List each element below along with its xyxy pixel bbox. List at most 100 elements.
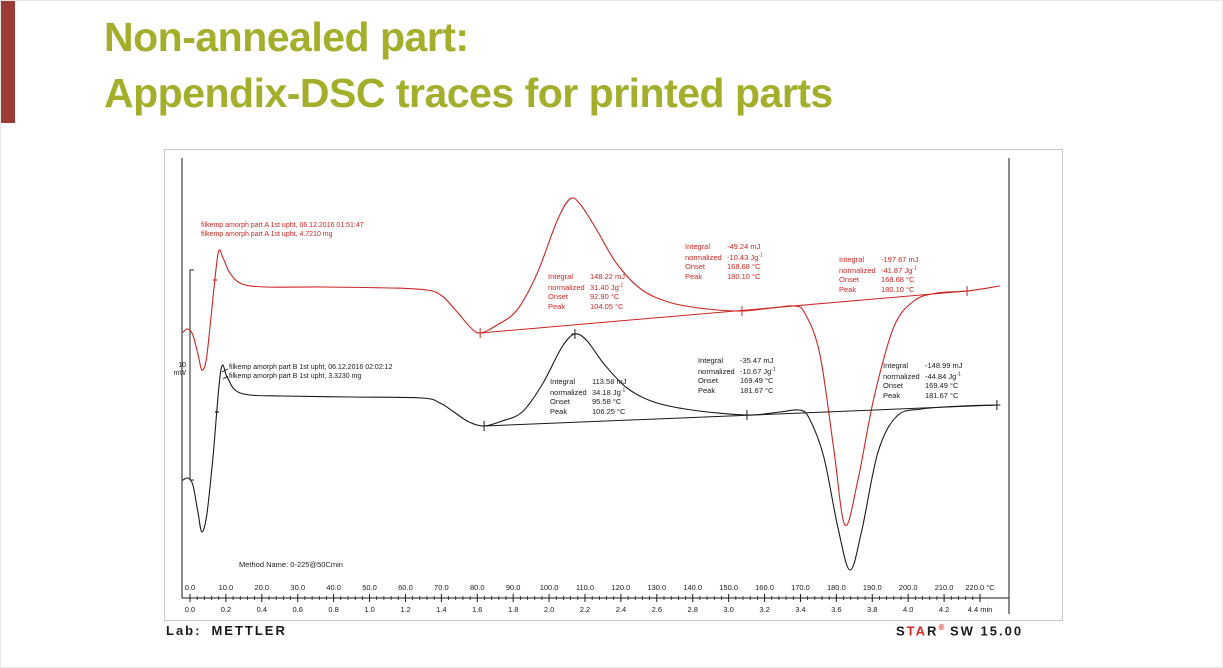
result-row: Onset 168.68 °C <box>839 275 915 285</box>
temperature-tick-label: 180.0 <box>827 583 846 592</box>
time-tick-label: 0.0 <box>185 605 195 614</box>
software-reg-mark: ® <box>938 623 945 632</box>
time-tick-label: 3.4 <box>795 605 805 614</box>
sample-label-part-B: filkemp amorph part B 1st upht, 06.12.20… <box>229 364 393 380</box>
label-leader-line-part-B <box>221 368 229 373</box>
result-row: normalized -10.67 Jg-1 <box>698 366 776 376</box>
temperature-tick-label: 110.0 <box>576 583 594 592</box>
temperature-tick-label: 50.0 <box>362 583 377 592</box>
time-tick-label: 3.6 <box>831 605 841 614</box>
software-star-r: R <box>927 623 939 639</box>
temperature-tick-label: 160.0 <box>755 583 774 592</box>
temperature-tick-label: 30.0 <box>290 583 305 592</box>
temperature-tick-label: 60.0 <box>398 583 413 592</box>
result-row: Peak 180.10 °C <box>685 271 761 281</box>
temperature-tick-label: 70.0 <box>434 583 449 592</box>
result-row: normalized 31.40 Jg-1 <box>548 282 624 292</box>
time-tick-label: 4.2 <box>939 605 949 614</box>
temperature-tick-label: 210.0 <box>935 583 954 592</box>
software-star-ta: TA <box>906 623 928 639</box>
time-tick-label: 4.0 <box>903 605 913 614</box>
time-tick-label: 2.6 <box>652 605 662 614</box>
time-tick-label: 0.8 <box>328 605 338 614</box>
time-tick-label: 2.0 <box>544 605 554 614</box>
result-row: Onset 169.49 °C <box>698 376 774 386</box>
result-row: Peak 181.67 °C <box>698 385 774 395</box>
integration-baseline-part-A <box>480 290 968 334</box>
result-block-part-A-1: Integral 148.22 mJ normalized 31.40 Jg-1 Ons… <box>548 272 625 311</box>
time-tick-label: 3.0 <box>723 605 733 614</box>
temperature-tick-label: 90.0 <box>506 583 521 592</box>
result-row: Peak 180.10 °C <box>839 284 915 294</box>
time-tick-label: 2.2 <box>580 605 590 614</box>
footer-software: STAR® SW 15.00 <box>896 623 1023 638</box>
time-tick-label: 1.4 <box>436 605 446 614</box>
label-leader-line-part-B <box>222 375 229 380</box>
result-row: Onset 95.58 °C <box>550 397 622 407</box>
temperature-tick-label: 10.0 <box>219 583 234 592</box>
result-row: Integral -148.99 mJ <box>883 361 963 370</box>
result-row: Onset 169.49 °C <box>883 381 959 391</box>
temperature-tick-label: 170.0 <box>791 583 810 592</box>
time-tick-label: 1.8 <box>508 605 518 614</box>
time-tick-label: 3.8 <box>867 605 877 614</box>
y-scale-bracket <box>189 269 194 481</box>
result-row: normalized -44.84 Jg-1 <box>883 371 961 381</box>
result-row: Onset 92.90 °C <box>548 292 620 302</box>
temperature-tick-label: 130.0 <box>647 583 666 592</box>
temperature-tick-label: 100.0 <box>540 583 559 592</box>
result-row: Peak 181.67 °C <box>883 390 959 400</box>
chart-footer: Lab: METTLER STAR® SW 15.00 <box>164 623 1061 643</box>
result-block-part-B-1: Integral 113.58 mJ normalized 34.18 Jg-1 Ons… <box>550 377 626 416</box>
dsc-curve-part-B <box>182 333 998 571</box>
lab-label: Lab: <box>166 623 202 638</box>
software-version: SW 15.00 <box>949 623 1024 639</box>
software-star-s: S <box>896 623 907 639</box>
result-row: Integral -49.24 mJ <box>685 242 761 251</box>
title-line-1: Non-annealed part: <box>104 14 469 60</box>
result-row: Peak 104.05 °C <box>548 301 624 311</box>
dsc-chart-plot: 0.0 0.0 10.0 0.2 20.0 0.4 30.0 0.6 40.0 0.8 50.0 1.… <box>181 158 1010 614</box>
result-block-part-A-3: Integral -197.67 mJ normalized -41.87 Jg-1 O… <box>839 255 919 294</box>
title-line-2: Appendix-DSC traces for printed parts <box>104 70 833 116</box>
result-block-part-B-3: Integral -148.99 mJ normalized -44.84 Jg-1 O… <box>883 361 963 400</box>
temperature-tick-label: 200.0 <box>899 583 918 592</box>
result-row: Integral -35.47 mJ <box>698 356 774 365</box>
sample-label-part-A: filkemp amorph part A 1st upht, 06.12.20… <box>201 222 364 238</box>
time-tick-label: 1.0 <box>364 605 374 614</box>
result-row: normalized -41.87 Jg-1 <box>839 265 917 275</box>
temperature-tick-label: 140.0 <box>683 583 702 592</box>
result-row: normalized -10.43 Jg-1 <box>685 252 763 262</box>
dsc-curve-part-A <box>182 197 1001 526</box>
method-name: Method Name: 0-225@50Cmin <box>239 560 343 569</box>
result-block-part-A-2: Integral -49.24 mJ normalized -10.43 Jg-1 On… <box>685 242 763 281</box>
temperature-tick-label: 190.0 <box>863 583 882 592</box>
time-tick-label: 0.2 <box>221 605 231 614</box>
temperature-tick-label: 150.0 <box>719 583 738 592</box>
time-tick-label: 2.4 <box>616 605 626 614</box>
time-tick-label: 2.8 <box>688 605 698 614</box>
time-tick-label: 1.6 <box>472 605 482 614</box>
lab-value: METTLER <box>211 623 287 638</box>
dsc-chart-frame: 0.0 0.0 10.0 0.2 20.0 0.4 30.0 0.6 40.0 0.8 50.0 1.… <box>164 149 1063 621</box>
temperature-tick-label: 0.0 <box>185 583 195 592</box>
result-block-part-B-2: Integral -35.47 mJ normalized -10.67 Jg-1 On… <box>698 356 776 395</box>
time-tick-label: 4.4 min <box>968 605 993 614</box>
result-row: Integral 113.58 mJ <box>550 377 627 386</box>
result-row: normalized 34.18 Jg-1 <box>550 387 626 397</box>
temperature-tick-label: 220.0 °C <box>965 583 995 592</box>
time-tick-label: 0.6 <box>293 605 303 614</box>
time-tick-label: 3.2 <box>759 605 769 614</box>
accent-bar <box>1 1 15 123</box>
temperature-tick-label: 80.0 <box>470 583 485 592</box>
temperature-tick-label: 40.0 <box>326 583 341 592</box>
slide-title: Non-annealed part: Appendix-DSC traces fo… <box>104 9 833 121</box>
y-scale-label: 10 mW <box>173 362 186 377</box>
result-row: Peak 106.25 °C <box>550 406 626 416</box>
temperature-tick-label: 20.0 <box>255 583 270 592</box>
time-tick-label: 0.4 <box>257 605 267 614</box>
result-row: Onset 168.68 °C <box>685 262 761 272</box>
time-tick-label: 1.2 <box>400 605 410 614</box>
result-row: Integral 148.22 mJ <box>548 272 626 281</box>
